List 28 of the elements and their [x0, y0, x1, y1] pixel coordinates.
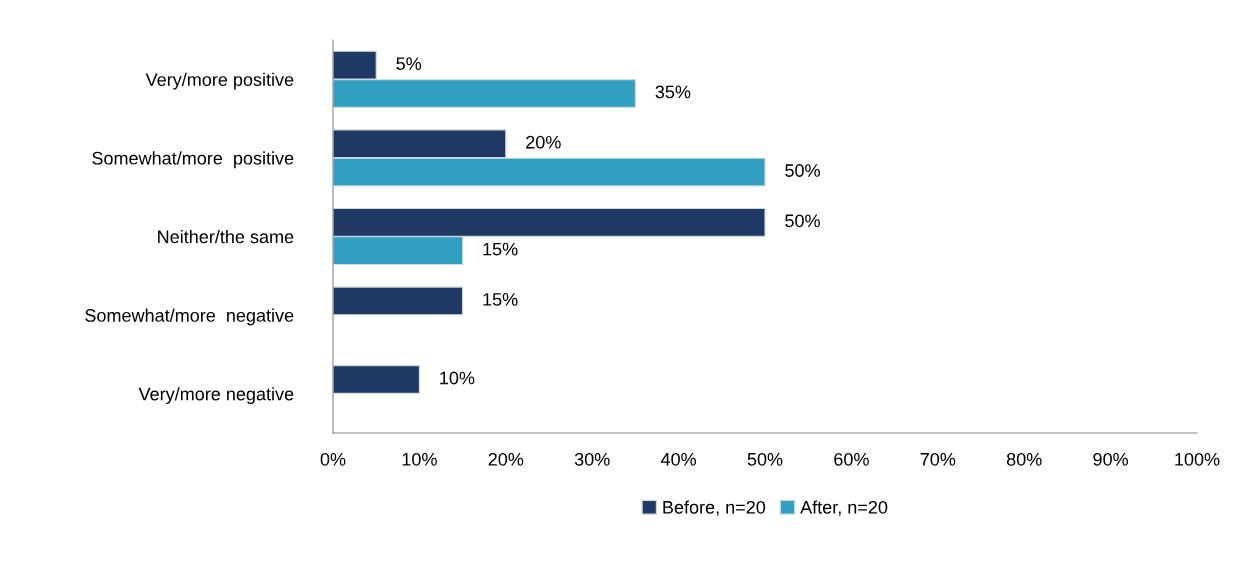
data-label: 50%: [785, 164, 820, 177]
legend-label: After, n=20: [800, 500, 888, 516]
data-label: 20%: [526, 135, 561, 149]
x-tick-label: 60%: [834, 452, 869, 466]
x-tick-label: 100%: [1175, 452, 1220, 466]
data-label: 10%: [440, 371, 475, 385]
x-tick-label: 40%: [660, 452, 697, 466]
data-label: 15%: [483, 293, 518, 306]
data-label: 35%: [655, 85, 691, 99]
x-tick-label: 10%: [402, 452, 437, 466]
y-tick-label: Very/more positive: [145, 72, 294, 90]
data-label: 5%: [396, 57, 422, 70]
data-label: 15%: [483, 242, 518, 256]
y-tick-label: Very/more negative: [138, 387, 294, 404]
x-tick-label: 0%: [320, 452, 346, 466]
legend-label: Before, n=20: [663, 500, 766, 516]
x-tick-label: 20%: [488, 452, 524, 466]
x-tick-label: 30%: [574, 452, 610, 466]
y-tick-label: Neither/the same: [158, 229, 294, 244]
y-tick-label: Somewhat/more positive: [92, 151, 294, 169]
x-tick-label: 80%: [1006, 452, 1042, 466]
bar: [333, 286, 464, 316]
bar: [333, 365, 420, 394]
data-label: 50%: [785, 214, 820, 228]
y-tick-label: Somewhat/more negative: [85, 308, 294, 326]
x-tick-label: 70%: [920, 452, 956, 466]
x-tick-label: 90%: [1093, 452, 1129, 466]
x-tick-label: 50%: [747, 452, 783, 466]
